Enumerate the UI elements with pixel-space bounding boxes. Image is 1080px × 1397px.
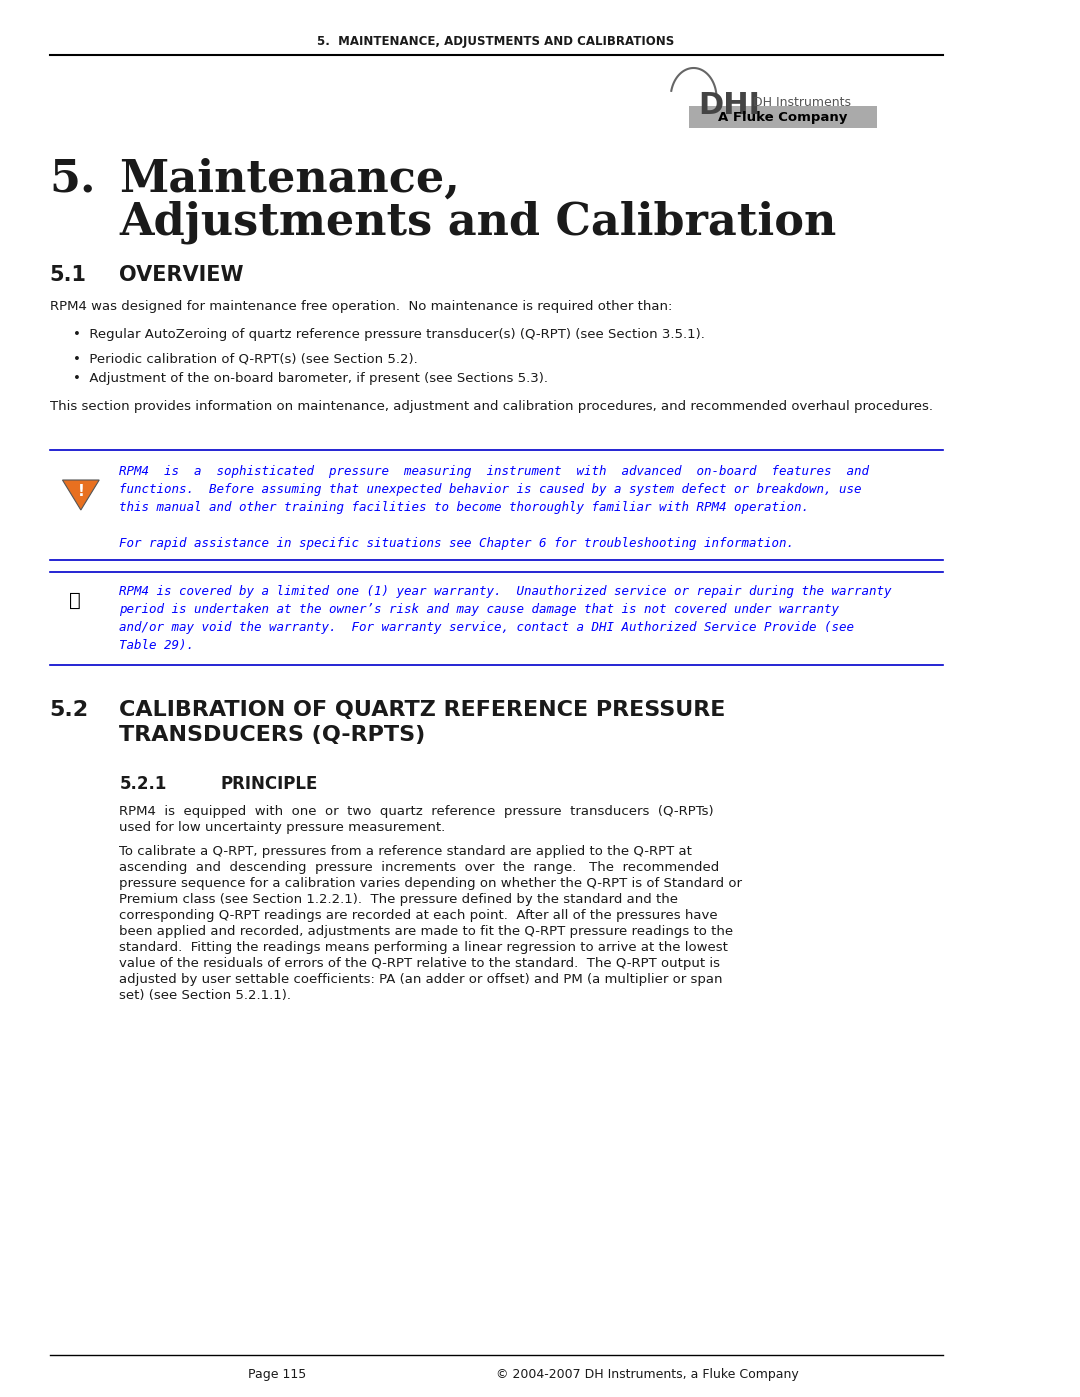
Text: To calibrate a Q-RPT, pressures from a reference standard are applied to the Q-R: To calibrate a Q-RPT, pressures from a r… (120, 845, 692, 858)
Text: RPM4 is covered by a limited one (1) year warranty.  Unauthorized service or rep: RPM4 is covered by a limited one (1) yea… (120, 585, 892, 598)
Text: 5.1: 5.1 (50, 265, 86, 285)
Text: pressure sequence for a calibration varies depending on whether the Q-RPT is of : pressure sequence for a calibration vari… (120, 877, 742, 890)
Text: 5.  MAINTENANCE, ADJUSTMENTS AND CALIBRATIONS: 5. MAINTENANCE, ADJUSTMENTS AND CALIBRAT… (318, 35, 675, 49)
Polygon shape (63, 481, 99, 510)
Text: 📋: 📋 (69, 591, 81, 609)
Text: RPM4  is  equipped  with  one  or  two  quartz  reference  pressure  transducers: RPM4 is equipped with one or two quartz … (120, 805, 714, 819)
Text: period is undertaken at the owner’s risk and may cause damage that is not covere: period is undertaken at the owner’s risk… (120, 604, 839, 616)
Text: this manual and other training facilities to become thoroughly familiar with RPM: this manual and other training facilitie… (120, 502, 809, 514)
Text: PRINCIPLE: PRINCIPLE (220, 775, 318, 793)
Text: been applied and recorded, adjustments are made to fit the Q-RPT pressure readin: been applied and recorded, adjustments a… (120, 925, 733, 937)
Text: standard.  Fitting the readings means performing a linear regression to arrive a: standard. Fitting the readings means per… (120, 942, 728, 954)
Text: TRANSDUCERS (Q-RPTS): TRANSDUCERS (Q-RPTS) (120, 725, 426, 745)
Text: CALIBRATION OF QUARTZ REFERENCE PRESSURE: CALIBRATION OF QUARTZ REFERENCE PRESSURE (120, 700, 726, 719)
Text: This section provides information on maintenance, adjustment and calibration pro: This section provides information on mai… (50, 400, 933, 414)
Text: functions.  Before assuming that unexpected behavior is caused by a system defec: functions. Before assuming that unexpect… (120, 483, 862, 496)
Text: Adjustments and Calibration: Adjustments and Calibration (120, 200, 837, 243)
Text: 5.: 5. (50, 158, 96, 201)
Text: used for low uncertainty pressure measurement.: used for low uncertainty pressure measur… (120, 821, 446, 834)
Text: and/or may void the warranty.  For warranty service, contact a DHI Authorized Se: and/or may void the warranty. For warran… (120, 622, 854, 634)
Text: © 2004-2007 DH Instruments, a Fluke Company: © 2004-2007 DH Instruments, a Fluke Comp… (496, 1368, 799, 1382)
Text: Page 115: Page 115 (248, 1368, 307, 1382)
Text: For rapid assistance in specific situations see Chapter 6 for troubleshooting in: For rapid assistance in specific situati… (120, 536, 795, 550)
Text: RPM4 was designed for maintenance free operation.  No maintenance is required ot: RPM4 was designed for maintenance free o… (50, 300, 672, 313)
Text: 5.2: 5.2 (50, 700, 89, 719)
FancyBboxPatch shape (689, 106, 877, 129)
Text: adjusted by user settable coefficients: PA (an adder or offset) and PM (a multip: adjusted by user settable coefficients: … (120, 972, 723, 986)
Text: ascending  and  descending  pressure  increments  over  the  range.   The  recom: ascending and descending pressure increm… (120, 861, 719, 875)
Text: set) (see Section 5.2.1.1).: set) (see Section 5.2.1.1). (120, 989, 292, 1002)
Text: Table 29).: Table 29). (120, 638, 194, 652)
Text: •  Periodic calibration of Q-RPT(s) (see Section 5.2).: • Periodic calibration of Q-RPT(s) (see … (73, 352, 418, 365)
Text: A Fluke Company: A Fluke Company (718, 110, 848, 123)
Text: DH Instruments: DH Instruments (753, 95, 851, 109)
Text: 5.2.1: 5.2.1 (120, 775, 166, 793)
Text: •  Regular AutoZeroing of quartz reference pressure transducer(s) (Q-RPT) (see S: • Regular AutoZeroing of quartz referenc… (73, 328, 705, 341)
Text: Maintenance,: Maintenance, (120, 158, 460, 201)
Text: •  Adjustment of the on-board barometer, if present (see Sections 5.3).: • Adjustment of the on-board barometer, … (73, 372, 549, 386)
Text: corresponding Q-RPT readings are recorded at each point.  After all of the press: corresponding Q-RPT readings are recorde… (120, 909, 718, 922)
Text: value of the residuals of errors of the Q-RPT relative to the standard.  The Q-R: value of the residuals of errors of the … (120, 957, 720, 970)
Text: OVERVIEW: OVERVIEW (120, 265, 244, 285)
Text: RPM4  is  a  sophisticated  pressure  measuring  instrument  with  advanced  on-: RPM4 is a sophisticated pressure measuri… (120, 465, 869, 478)
Text: Premium class (see Section 1.2.2.1).  The pressure defined by the standard and t: Premium class (see Section 1.2.2.1). The… (120, 893, 678, 907)
Text: DHI: DHI (698, 91, 760, 120)
Text: !: ! (78, 485, 84, 500)
